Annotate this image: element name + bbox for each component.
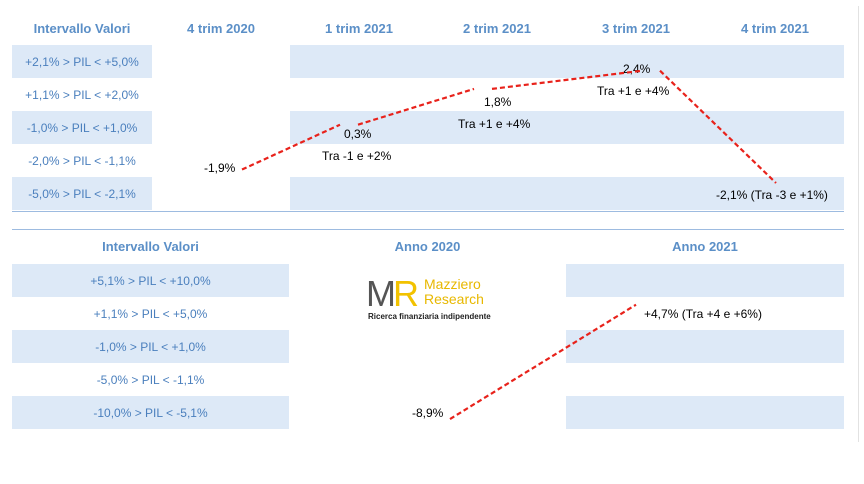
range-label-q2-2021: Tra +1 e +4% [458,117,531,131]
value-label-q4-2020: -1,9% [204,161,236,175]
range-label-q1-2021: Tra -1 e +2% [322,149,392,163]
quarterly-line-segment [491,69,643,90]
row-label: -5,0% > PIL < -2,1% [28,187,136,201]
quarterly-line-segment [241,123,341,171]
row-label: -2,0% > PIL < -1,1% [28,154,136,168]
annual-line-segment [449,303,637,420]
row-label: +2,1% > PIL < +5,0% [25,55,139,69]
band-row-3-label [12,330,289,363]
row-label: -5,0% > PIL < -1,1% [96,373,205,387]
logo-mark: MR [366,273,419,314]
band-row-5-label [12,177,152,210]
value-label-q4-2021: -2,1% (Tra -3 e +1%) [716,188,828,202]
header-q4-2020: 4 trim 2020 [187,21,255,36]
value-label-year-2020: -8,9% [412,406,444,420]
band-row-1-label [12,45,152,78]
band-row-3-label [12,111,152,144]
band-row-5-data [566,396,844,429]
logo-name: Mazziero Research [424,276,484,307]
figure-frame [8,6,859,442]
row-label: -1,0% > PIL < +1,0% [26,121,138,135]
row-label: -10,0% > PIL < -5,1% [93,406,208,420]
band-row-1-data [290,45,844,78]
header-q3-2021: 3 trim 2021 [602,21,670,36]
header-q4-2021: 4 trim 2021 [741,21,809,36]
header-year-2020: Anno 2020 [394,239,461,254]
band-row-3-data [566,330,844,363]
row-label: +1,1% > PIL < +5,0% [93,307,208,321]
header-year-2021: Anno 2021 [672,239,738,254]
value-label-q1-2021: 0,3% [344,127,372,141]
quarterly-line-segment [659,69,777,184]
row-label: -1,0% > PIL < +1,0% [95,340,206,354]
header-q1-2021: 1 trim 2021 [325,21,393,36]
header-range: Intervallo Valori [102,239,199,254]
header-range: Intervallo Valori [33,21,131,36]
band-row-5-label [12,396,289,429]
table-bottom-rule [12,211,844,212]
value-label-q2-2021: 1,8% [484,95,512,109]
mazziero-research-logo: MR Mazziero Research Ricerca finanziaria… [366,276,516,324]
value-label-year-2021: +4,7% (Tra +4 e +6%) [644,307,762,321]
header-q2-2021: 2 trim 2021 [463,21,531,36]
row-label: +1,1% > PIL < +2,0% [25,88,139,102]
range-label-q3-2021: Tra +1 e +4% [597,84,670,98]
logo-tagline: Ricerca finanziaria indipendente [368,312,491,321]
quarterly-line-segment [357,87,475,126]
band-row-5-data [290,177,844,210]
band-row-1-data [566,264,844,297]
row-label: +5,1% > PIL < +10,0% [90,274,211,288]
band-row-1-label [12,264,289,297]
table-top-rule [12,229,844,230]
